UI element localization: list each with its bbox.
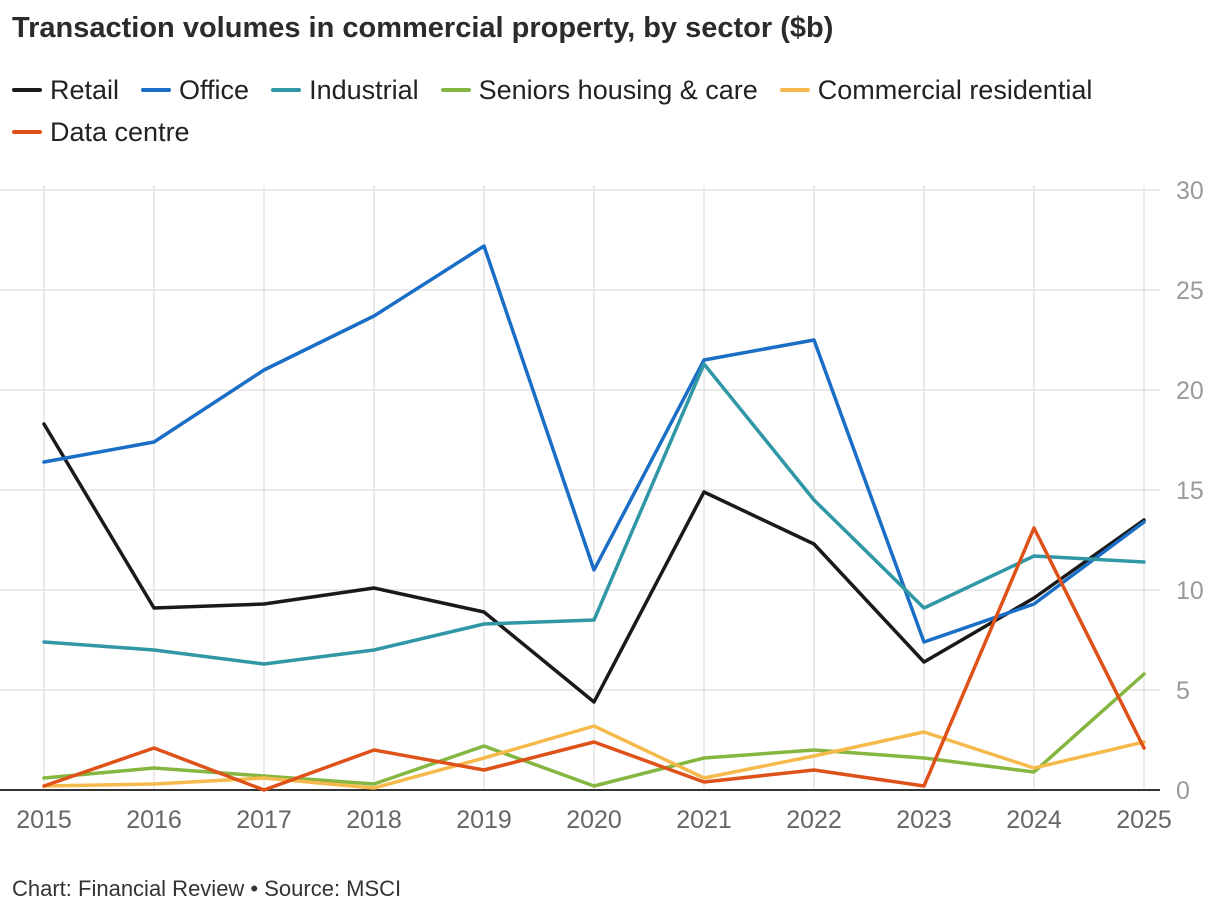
x-tick-label: 2022 xyxy=(786,806,842,834)
legend-label: Commercial residential xyxy=(817,74,1093,105)
x-tick-label: 2015 xyxy=(16,806,72,834)
y-tick-label: 15 xyxy=(1176,477,1204,505)
legend-item-retail: Retail xyxy=(12,74,119,106)
legend-swatch xyxy=(440,88,471,92)
legend-label: Office xyxy=(179,74,250,105)
series-line-commercial-residential xyxy=(42,724,1146,790)
y-tick-label: 30 xyxy=(1176,177,1204,205)
x-tick-label: 2024 xyxy=(1006,806,1062,834)
x-tick-label: 2020 xyxy=(566,806,622,834)
legend-label: Data centre xyxy=(50,116,190,147)
series-line-office xyxy=(42,244,1146,644)
legend-label: Industrial xyxy=(309,74,419,105)
legend-swatch xyxy=(12,88,42,92)
series-line-industrial xyxy=(42,362,1146,666)
y-tick-label: 5 xyxy=(1176,677,1190,705)
x-tick-label: 2019 xyxy=(456,806,512,834)
chart-legend: Retail Office Industrial Seniors housing & … xyxy=(12,74,1202,148)
legend-label: Retail xyxy=(50,74,120,105)
y-axis-ticks: 0 5 10 15 20 25 30 xyxy=(1176,177,1204,805)
chart-title: Transaction volumes in commercial proper… xyxy=(12,12,834,44)
series-line-retail xyxy=(42,422,1146,704)
x-tick-label: 2016 xyxy=(126,806,182,834)
x-tick-label: 2017 xyxy=(236,806,292,834)
y-tick-label: 0 xyxy=(1176,777,1190,805)
legend-swatch xyxy=(12,130,42,134)
series-line-data-centre xyxy=(42,526,1146,792)
y-tick-label: 25 xyxy=(1176,277,1204,305)
x-tick-label: 2018 xyxy=(346,806,402,834)
series-lines xyxy=(42,244,1146,792)
x-tick-label: 2025 xyxy=(1116,806,1172,834)
legend-item-seniors-housing-care: Seniors housing & care xyxy=(440,74,758,106)
chart-footer: Chart: Financial Review • Source: MSCI xyxy=(12,876,402,901)
y-tick-label: 10 xyxy=(1176,577,1204,605)
legend-swatch xyxy=(271,88,302,92)
x-tick-label: 2023 xyxy=(896,806,952,834)
legend-label: Seniors housing & care xyxy=(478,74,758,105)
grid-lines xyxy=(0,186,1160,791)
series-line-seniors-housing-care xyxy=(42,672,1146,788)
legend-swatch xyxy=(141,88,172,92)
legend-swatch xyxy=(779,88,810,92)
legend-item-industrial: Industrial xyxy=(271,74,419,106)
legend-item-commercial-residential: Commercial residential xyxy=(779,74,1093,106)
y-tick-label: 20 xyxy=(1176,377,1204,405)
legend-item-data-centre: Data centre xyxy=(12,116,190,148)
x-tick-label: 2021 xyxy=(676,806,732,834)
x-axis-ticks: 2015 2016 2017 2018 2019 2020 2021 2022 2023 2024… xyxy=(16,806,1172,834)
legend-item-office: Office xyxy=(141,74,249,106)
